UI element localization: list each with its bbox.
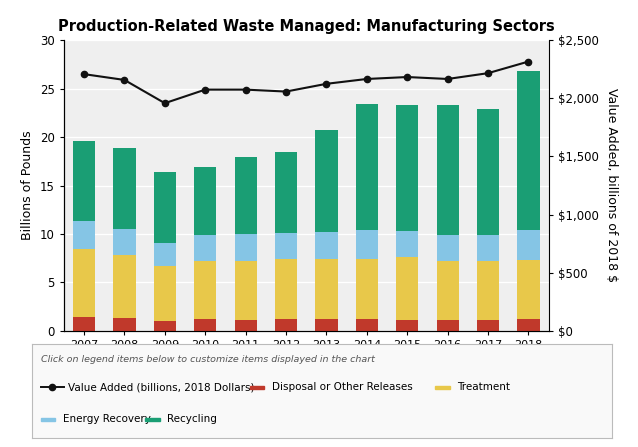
- Bar: [315, 232, 338, 259]
- X-axis label: Year: Year: [291, 355, 322, 368]
- Bar: [154, 321, 176, 331]
- Bar: [396, 257, 419, 320]
- Text: Treatment: Treatment: [457, 382, 510, 392]
- Bar: [194, 319, 216, 331]
- Bar: [477, 261, 499, 320]
- Bar: [436, 320, 459, 331]
- Bar: [194, 167, 216, 235]
- Text: Click on legend items below to customize items displayed in the chart: Click on legend items below to customize…: [41, 355, 375, 364]
- Bar: [517, 319, 540, 331]
- Bar: [477, 235, 499, 261]
- Bar: [73, 221, 95, 249]
- Bar: [145, 418, 160, 421]
- Bar: [315, 259, 338, 319]
- Bar: [436, 235, 459, 261]
- Bar: [396, 105, 419, 231]
- Bar: [396, 320, 419, 331]
- Bar: [154, 266, 176, 321]
- Text: Value Added (billions, 2018 Dollars): Value Added (billions, 2018 Dollars): [68, 382, 255, 392]
- Bar: [73, 317, 95, 331]
- Bar: [517, 230, 540, 260]
- Title: Production-Related Waste Managed: Manufacturing Sectors: Production-Related Waste Managed: Manufa…: [58, 18, 554, 34]
- Bar: [436, 261, 459, 320]
- Bar: [41, 418, 56, 421]
- Bar: [356, 230, 378, 259]
- Bar: [235, 234, 256, 261]
- Bar: [235, 261, 256, 320]
- Bar: [315, 130, 338, 232]
- Bar: [315, 319, 338, 331]
- Text: Disposal or Other Releases: Disposal or Other Releases: [272, 382, 412, 392]
- Bar: [154, 243, 176, 266]
- Bar: [194, 261, 216, 319]
- Bar: [73, 141, 95, 221]
- Y-axis label: Billions of Pounds: Billions of Pounds: [21, 131, 34, 240]
- Bar: [517, 71, 540, 230]
- Bar: [275, 152, 297, 233]
- Bar: [114, 148, 135, 229]
- Bar: [114, 229, 135, 255]
- Bar: [477, 320, 499, 331]
- Bar: [517, 260, 540, 319]
- Bar: [235, 320, 256, 331]
- Text: Recycling: Recycling: [167, 414, 217, 424]
- Bar: [356, 104, 378, 230]
- Bar: [275, 259, 297, 319]
- Bar: [435, 386, 450, 389]
- Bar: [275, 233, 297, 259]
- Bar: [114, 318, 135, 331]
- Text: Energy Recovery: Energy Recovery: [63, 414, 151, 424]
- Bar: [275, 319, 297, 331]
- Bar: [114, 255, 135, 318]
- Bar: [356, 259, 378, 319]
- Bar: [477, 109, 499, 235]
- Bar: [154, 172, 176, 243]
- Bar: [356, 319, 378, 331]
- Bar: [73, 249, 95, 317]
- Bar: [194, 235, 216, 261]
- Y-axis label: Value Added, billions of 2018 $: Value Added, billions of 2018 $: [605, 89, 618, 283]
- Bar: [235, 157, 256, 234]
- Bar: [396, 231, 419, 257]
- Bar: [249, 386, 264, 389]
- Bar: [436, 105, 459, 235]
